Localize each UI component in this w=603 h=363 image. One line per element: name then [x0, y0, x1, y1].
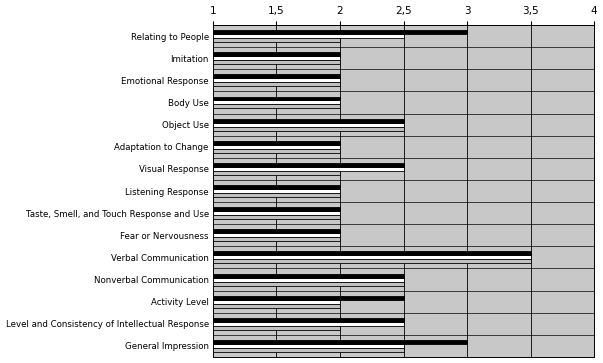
Bar: [213, 185, 340, 189]
Bar: [213, 278, 403, 282]
Bar: [213, 304, 340, 308]
Bar: [213, 211, 340, 215]
Bar: [213, 101, 340, 105]
Bar: [213, 274, 403, 278]
Bar: [213, 34, 403, 38]
Bar: [213, 207, 340, 211]
Bar: [213, 74, 340, 78]
Bar: [213, 97, 340, 101]
Bar: [213, 105, 340, 109]
Bar: [213, 215, 340, 219]
Bar: [213, 326, 340, 330]
Bar: [213, 149, 340, 153]
Bar: [213, 348, 403, 352]
Bar: [213, 119, 403, 123]
Bar: [213, 167, 403, 171]
Bar: [213, 60, 340, 64]
Bar: [213, 322, 403, 326]
Bar: [213, 233, 340, 237]
Bar: [213, 252, 531, 256]
Bar: [213, 163, 403, 167]
Bar: [213, 141, 340, 145]
Bar: [213, 145, 340, 149]
Bar: [213, 282, 403, 286]
Bar: [213, 189, 340, 193]
Bar: [213, 56, 340, 60]
Bar: [213, 171, 340, 175]
Bar: [213, 340, 467, 344]
Bar: [213, 193, 340, 197]
Bar: [213, 318, 403, 322]
Bar: [213, 300, 340, 304]
Bar: [213, 78, 340, 82]
Bar: [213, 127, 403, 131]
Bar: [213, 82, 340, 86]
Bar: [213, 237, 340, 241]
Bar: [213, 123, 403, 127]
Bar: [213, 38, 340, 42]
Bar: [213, 296, 403, 300]
Bar: [213, 256, 531, 260]
Bar: [213, 52, 340, 56]
Bar: [213, 30, 467, 34]
Bar: [213, 260, 531, 264]
Bar: [213, 229, 340, 233]
Bar: [213, 344, 403, 348]
